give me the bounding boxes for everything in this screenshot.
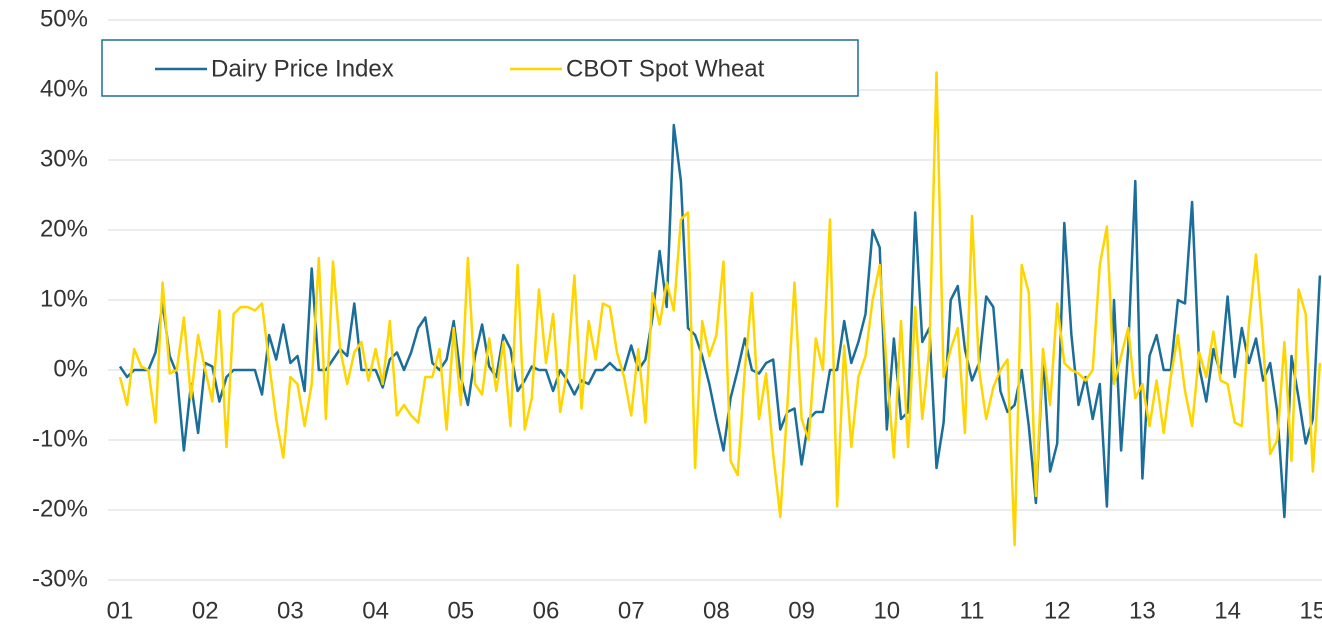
- x-tick-label: 09: [788, 597, 815, 624]
- x-tick-label: 03: [277, 597, 304, 624]
- legend-box: [101, 39, 859, 97]
- x-tick-label: 10: [873, 597, 900, 624]
- y-tick-label: -30%: [32, 565, 88, 592]
- x-tick-label: 07: [618, 597, 645, 624]
- x-tick-label: 13: [1129, 597, 1156, 624]
- series-line: [118, 71, 1322, 547]
- x-tick-label: 08: [703, 597, 730, 624]
- x-tick-label: 11: [960, 597, 985, 624]
- y-tick-label: 30%: [40, 145, 88, 172]
- y-tick-label: 10%: [40, 285, 88, 312]
- y-tick-label: 0%: [53, 355, 88, 382]
- legend: Dairy Price Index CBOT Spot Wheat: [101, 39, 859, 97]
- series-line: [118, 123, 1322, 519]
- legend-label: CBOT Spot Wheat: [566, 55, 765, 82]
- y-tick-label: -20%: [32, 495, 88, 522]
- legend-label: Dairy Price Index: [211, 55, 394, 82]
- x-tick-label: 14: [1214, 597, 1241, 624]
- x-tick-label: 04: [362, 597, 389, 624]
- x-tick-label: 06: [533, 597, 560, 624]
- x-tick-label: 15: [1299, 597, 1322, 624]
- y-tick-label: -10%: [32, 425, 88, 452]
- grid: -30% -20% -10% 0% 10% 20% 30% 40% 50% 01 02 03 04 05 0…: [32, 5, 1322, 624]
- y-tick-label: 50%: [40, 5, 88, 32]
- plot-area: [118, 71, 1322, 547]
- x-tick-label: 12: [1044, 597, 1071, 624]
- x-tick-label: 01: [107, 597, 134, 624]
- x-tick-label: 02: [192, 597, 219, 624]
- y-tick-label: 40%: [40, 75, 88, 102]
- y-tick-label: 20%: [40, 215, 88, 242]
- x-tick-label: 05: [447, 597, 474, 624]
